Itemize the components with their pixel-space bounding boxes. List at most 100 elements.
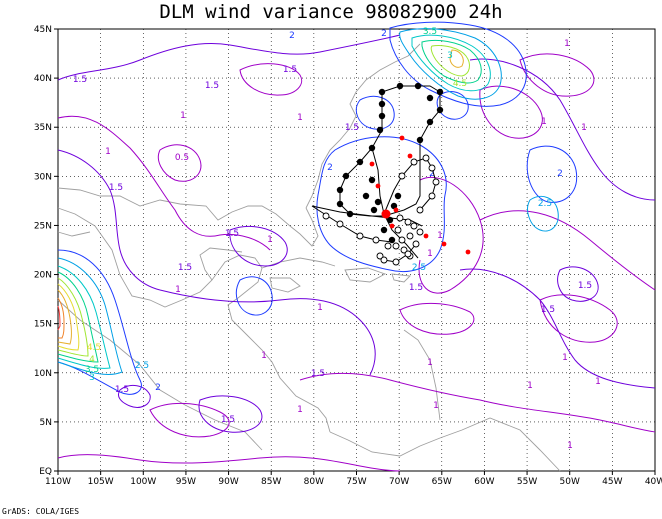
grid-lines [58, 29, 655, 471]
track-point-filled [336, 200, 344, 208]
credit-label: GrADS: COLA/IGES [2, 507, 79, 516]
track-point-filled [346, 210, 354, 218]
x-tick-label: 110W [45, 477, 71, 487]
track-point-filled [436, 88, 444, 96]
track-point-open [404, 250, 412, 258]
track-point-red [375, 183, 381, 189]
contour-label: 1.5 [225, 229, 239, 239]
contour-label: 3.5 [85, 365, 99, 375]
contour-label: 1 [175, 285, 181, 295]
x-tick-label: 65W [432, 477, 452, 487]
track-point-open [416, 228, 424, 236]
track-point-open [396, 214, 404, 222]
track-point-open [406, 232, 414, 240]
track-point-filled [356, 158, 364, 166]
x-tick-label: 70W [389, 477, 409, 487]
contour-label: 1 [427, 249, 433, 259]
contour-label: 1.5 [205, 81, 219, 91]
contour-label: 3 [447, 51, 453, 61]
track-point-open [422, 154, 430, 162]
storm-tracks [311, 85, 441, 263]
x-tick-label: 95W [176, 477, 196, 487]
contour-label: 1.5 [541, 305, 555, 315]
track-point-red [441, 241, 447, 247]
track-point-open [376, 252, 384, 260]
contour-labels: 2 222.51.51.51.51.51.51 1 11110.5222.51.51.… [73, 27, 601, 451]
track-point-open [384, 242, 392, 250]
contour-label: 1.5 [578, 281, 592, 291]
track-point-open [394, 226, 402, 234]
track-point-filled [426, 118, 434, 126]
track-points [322, 82, 471, 266]
contour-label: 1 [437, 231, 443, 241]
x-tick-label: 80W [304, 477, 324, 487]
track-point-filled [376, 126, 384, 134]
y-tick-label: 35N [34, 123, 52, 133]
contour-label: 1.5 [311, 369, 325, 379]
track-point-filled [362, 192, 370, 200]
contour-lines [57, 21, 656, 472]
contour-label: 3.5 [423, 27, 437, 37]
track-point-filled [368, 144, 376, 152]
contour-label: 2.5 [538, 199, 552, 209]
contour-label: 1.5 [73, 75, 87, 85]
contour-label: 1.5 [221, 415, 235, 425]
track-point-open [380, 256, 388, 264]
contour-label: 1 [564, 39, 570, 49]
contour-label: 1 [261, 351, 267, 361]
track-point-filled [388, 236, 396, 244]
track-point-filled [380, 226, 388, 234]
x-tick-label: 105W [88, 477, 114, 487]
contour-label: 4.5 [453, 79, 467, 89]
x-tick-label: 85W [261, 477, 281, 487]
contour-label: 2 [557, 169, 563, 179]
contour-label: 1 [105, 147, 111, 157]
contour-label: 2 [155, 383, 161, 393]
contour-label: 1 [541, 117, 547, 127]
track-point-open [392, 242, 400, 250]
contour-label: 3 [89, 373, 95, 383]
track-point-open [412, 240, 420, 248]
x-tick-label: 100W [130, 477, 156, 487]
contour-label: 2.5 [412, 263, 426, 273]
y-tick-label: 45N [34, 25, 52, 35]
track-point-filled [414, 82, 422, 90]
track-point-open [372, 236, 380, 244]
track-point-open [356, 232, 364, 240]
track-point-open [428, 192, 436, 200]
track-point-red [465, 249, 471, 255]
track-point-filled [390, 202, 398, 210]
contour-label: 1.5 [109, 183, 123, 193]
map-title: DLM wind variance 98082900 24h [159, 1, 502, 23]
contour-label: 1 [180, 111, 186, 121]
track-point-filled [378, 100, 386, 108]
contour-label: 1.5 [115, 385, 129, 395]
track-point-open [410, 158, 418, 166]
track-point-filled [368, 176, 376, 184]
x-axis-labels: 110W 105W 100W 95W 90W 85W 80W 75W 70W 65W 60W 55W 5… [45, 471, 662, 487]
contour-label: 1 [595, 377, 601, 387]
track-point-filled [342, 172, 350, 180]
x-tick-label: 40W [645, 477, 662, 487]
y-tick-label: 20N [34, 271, 52, 281]
track-point-open [400, 246, 408, 254]
contour-label: 1 [433, 401, 439, 411]
track-point-open [404, 218, 412, 226]
contour-label: 1.5 [409, 283, 423, 293]
track-point-filled [378, 112, 386, 120]
track-point-filled [336, 186, 344, 194]
contour-label: 4.5 [87, 343, 101, 353]
y-tick-label: 40N [34, 74, 52, 84]
x-tick-label: 55W [517, 477, 537, 487]
track-point-open [392, 258, 400, 266]
track-point-open [336, 220, 344, 228]
contour-label: 2 [429, 169, 435, 179]
track-point-filled [374, 198, 382, 206]
track-point-open [398, 236, 406, 244]
x-tick-label: 45W [602, 477, 622, 487]
track-point-filled [426, 94, 434, 102]
storm-center [381, 209, 391, 219]
contour-label: 4 [89, 355, 95, 365]
track-point-red [393, 207, 399, 213]
track-point-filled [394, 192, 402, 200]
